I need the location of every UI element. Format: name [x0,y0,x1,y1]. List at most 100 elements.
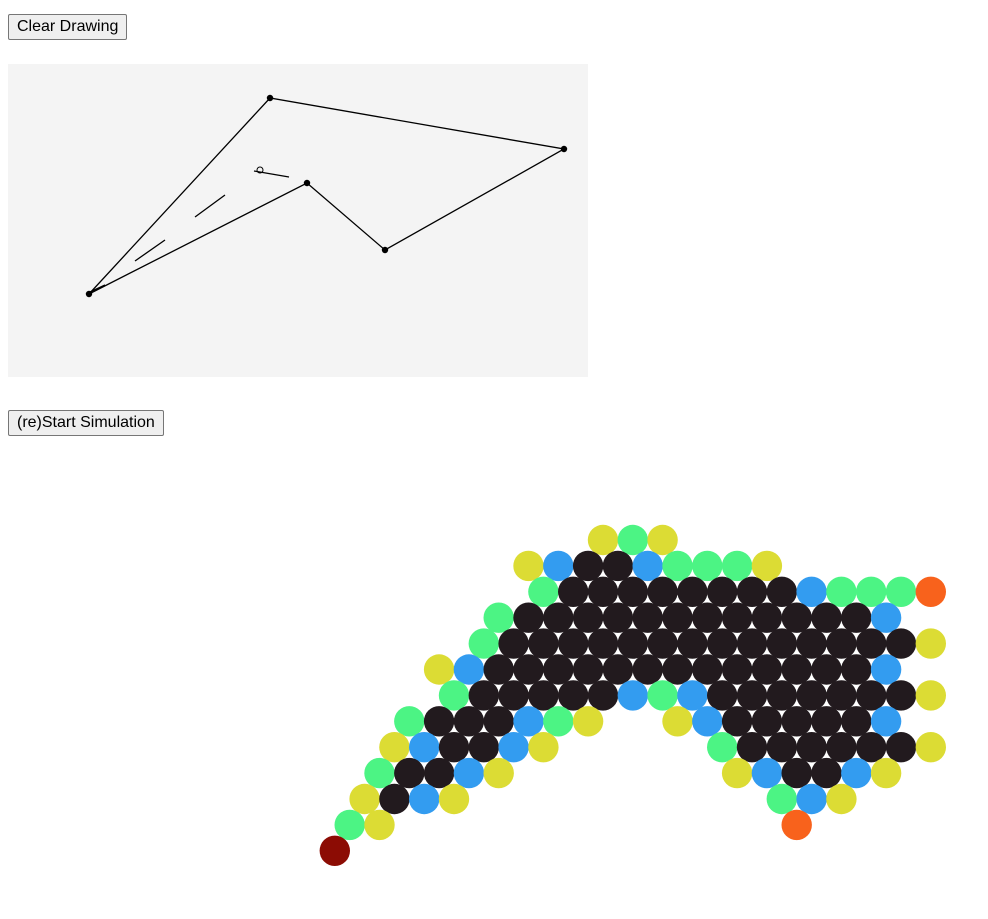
particle-body [662,654,693,685]
particle-yellow [915,680,946,711]
particle-body [796,628,827,659]
particle-green [528,576,559,607]
drawing-canvas[interactable] [8,64,588,377]
particle-body [513,602,544,633]
particle-body [602,654,634,685]
particle-body [856,680,887,711]
particle-body [841,706,872,737]
particle-blue [841,757,872,789]
particle-orange [781,809,812,841]
particle-blue [870,654,902,685]
particle-body [811,706,842,737]
particle-body [498,680,529,711]
simulation-canvas [319,524,946,866]
particle-yellow [662,706,693,737]
particle-body [572,602,604,633]
particle-blue [513,706,544,737]
particle-green [766,783,797,815]
particle-body [707,628,738,659]
particle-body [528,680,559,711]
particle-yellow [572,706,604,737]
particle-body [811,654,842,685]
particle-body [707,576,738,607]
guide-stroke-4 [89,284,106,293]
particle-body [707,680,738,711]
particle-body [885,628,917,659]
particle-green [364,757,395,789]
particle-body [885,732,917,763]
particle-green [394,706,425,737]
particle-body [617,628,648,659]
particle-green [856,576,887,607]
particle-yellow [870,757,902,789]
particle-body [602,602,634,633]
particle-body [558,576,589,607]
particle-yellow [915,732,946,763]
particle-green [334,809,365,841]
particle-body [632,654,663,685]
drawing-canvas-background [8,64,588,377]
particle-body [692,602,723,633]
particle-body [766,680,797,711]
particle-body [587,576,619,607]
particle-green [617,524,648,556]
particle-body [736,680,768,711]
particle-green [647,680,678,711]
particle-blue [453,654,485,685]
particle-body [811,757,842,789]
particle-orange [915,576,946,607]
particle-body [483,706,514,737]
particle-yellow [513,550,544,582]
particle-body [781,706,812,737]
drawn-polyline [88,97,566,295]
particle-yellow [647,524,678,556]
particle-body [572,654,604,685]
particle-body [423,706,455,737]
particle-body [781,757,812,789]
particle-body [543,602,574,633]
particle-blue [617,680,648,711]
particle-body [647,628,678,659]
particle-body [796,680,827,711]
particle-blue [796,576,827,607]
particle-body [721,706,753,737]
particle-yellow [349,783,380,815]
particle-body [841,654,872,685]
particle-body [856,628,887,659]
particle-body [736,628,768,659]
vertex-point[interactable] [560,145,568,153]
particle-body [617,576,648,607]
path-vertices [85,94,568,298]
particle-body [662,602,693,633]
particle-body [856,732,887,763]
particle-yellow [423,654,455,685]
particle-body [558,680,589,711]
particle-green [885,576,917,607]
particle-green [707,732,738,763]
particle-yellow [379,732,410,763]
particle-blue [870,706,902,737]
vertex-point[interactable] [381,246,389,254]
particle-body [558,628,589,659]
particle-body [751,706,783,737]
particle-body [677,576,708,607]
particle-body [677,628,708,659]
particle-body [885,680,917,711]
vertex-point[interactable] [303,179,311,187]
particle-body [721,654,753,685]
particle-body [498,628,529,659]
particle-blue [453,757,485,789]
particle-blue [543,550,574,582]
particle-body [721,602,753,633]
particle-body [379,783,410,815]
vertex-point[interactable] [85,290,93,298]
particle-body [423,757,455,789]
particle-body [543,654,574,685]
particle-yellow [528,732,559,763]
clear-drawing-button[interactable]: Clear Drawing [8,14,128,40]
particle-blue [692,706,723,737]
particle-body [394,757,425,789]
particle-body [453,706,485,737]
restart-simulation-button[interactable]: (re)Start Simulation [8,410,164,436]
vertex-point[interactable] [266,94,274,102]
